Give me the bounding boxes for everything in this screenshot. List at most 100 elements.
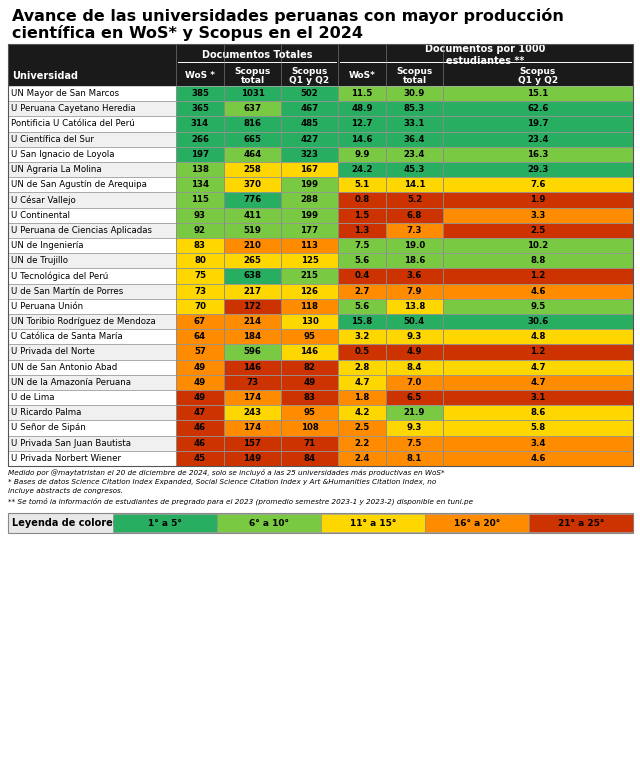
Text: 4.7: 4.7	[354, 378, 370, 387]
Bar	[338, 193, 386, 208]
Text: 197: 197	[191, 150, 209, 159]
Bar	[443, 147, 633, 162]
Bar	[443, 238, 633, 253]
Bar	[8, 451, 176, 466]
Bar	[386, 162, 443, 177]
Bar	[338, 283, 386, 299]
Text: 370: 370	[243, 180, 262, 190]
Bar	[338, 208, 386, 223]
Bar	[386, 86, 443, 102]
Text: 167: 167	[300, 165, 319, 174]
Bar	[8, 132, 176, 147]
Bar	[8, 86, 176, 102]
Text: 15.8: 15.8	[351, 317, 372, 326]
Bar	[224, 102, 281, 117]
Bar	[443, 451, 633, 466]
Bar	[443, 299, 633, 314]
Text: 7.0: 7.0	[407, 378, 422, 387]
Bar	[386, 421, 443, 436]
Bar	[281, 436, 338, 451]
Text: 45: 45	[194, 454, 206, 463]
Bar	[176, 421, 224, 436]
Bar	[443, 329, 633, 344]
Text: 49: 49	[194, 362, 206, 371]
Bar	[386, 132, 443, 147]
Text: 485: 485	[301, 120, 319, 129]
Text: 130: 130	[301, 317, 319, 326]
Bar	[8, 390, 176, 406]
Bar	[8, 102, 176, 117]
Bar	[443, 359, 633, 374]
Text: 174: 174	[243, 424, 262, 433]
Text: 184: 184	[243, 332, 262, 341]
Text: 199: 199	[301, 180, 319, 190]
Text: 9.3: 9.3	[407, 332, 422, 341]
Bar	[338, 374, 386, 390]
Bar	[338, 406, 386, 421]
Bar	[338, 177, 386, 193]
Bar	[176, 283, 224, 299]
Bar	[338, 86, 386, 102]
Bar	[338, 436, 386, 451]
Text: Pontificia U Católica del Perú: Pontificia U Católica del Perú	[11, 120, 135, 129]
Text: 138: 138	[191, 165, 209, 174]
Bar	[224, 314, 281, 329]
Bar	[386, 253, 443, 268]
Bar	[176, 314, 224, 329]
Bar	[224, 132, 281, 147]
Bar	[8, 513, 633, 533]
Text: 210: 210	[244, 241, 261, 250]
Bar	[386, 436, 443, 451]
Bar	[224, 406, 281, 421]
Text: 665: 665	[244, 135, 261, 144]
Bar	[338, 451, 386, 466]
Bar	[8, 44, 633, 86]
Text: 70: 70	[194, 302, 206, 311]
Text: 637: 637	[243, 105, 262, 113]
Bar	[8, 177, 176, 193]
Text: 18.6: 18.6	[404, 256, 425, 265]
Bar	[338, 344, 386, 359]
Bar	[8, 253, 176, 268]
Bar	[386, 238, 443, 253]
Bar	[281, 223, 338, 238]
Text: incluye abstracts de congresos.: incluye abstracts de congresos.	[8, 488, 123, 494]
Bar	[224, 117, 281, 132]
Text: Avance de las universidades peruanas con mayor producción: Avance de las universidades peruanas con…	[12, 8, 564, 24]
Bar	[338, 268, 386, 283]
Bar	[224, 390, 281, 406]
Bar	[176, 299, 224, 314]
Bar	[338, 132, 386, 147]
Text: 177: 177	[300, 226, 319, 235]
Text: 3.3: 3.3	[531, 211, 546, 220]
Text: 84: 84	[303, 454, 316, 463]
Bar	[386, 283, 443, 299]
Text: 7.5: 7.5	[407, 439, 422, 448]
Bar	[443, 374, 633, 390]
Text: 93: 93	[194, 211, 206, 220]
Text: 596: 596	[244, 347, 261, 356]
Text: 149: 149	[243, 454, 262, 463]
Bar	[338, 253, 386, 268]
Text: 80: 80	[194, 256, 206, 265]
Text: 174: 174	[243, 393, 262, 402]
Text: 108: 108	[301, 424, 319, 433]
Bar	[443, 390, 633, 406]
Text: 5.6: 5.6	[355, 256, 370, 265]
Text: 4.8: 4.8	[531, 332, 546, 341]
Text: 1° a 5°: 1° a 5°	[148, 518, 182, 528]
Text: 0.8: 0.8	[355, 196, 370, 205]
Text: 57: 57	[194, 347, 206, 356]
Bar	[443, 193, 633, 208]
Bar	[443, 344, 633, 359]
Text: 125: 125	[301, 256, 319, 265]
Bar	[443, 223, 633, 238]
Bar	[176, 238, 224, 253]
Bar	[224, 268, 281, 283]
Bar	[281, 268, 338, 283]
Bar	[338, 359, 386, 374]
Bar	[8, 238, 176, 253]
Text: 73: 73	[194, 287, 206, 296]
Bar	[224, 374, 281, 390]
Text: U Peruana Cayetano Heredia: U Peruana Cayetano Heredia	[11, 105, 136, 113]
